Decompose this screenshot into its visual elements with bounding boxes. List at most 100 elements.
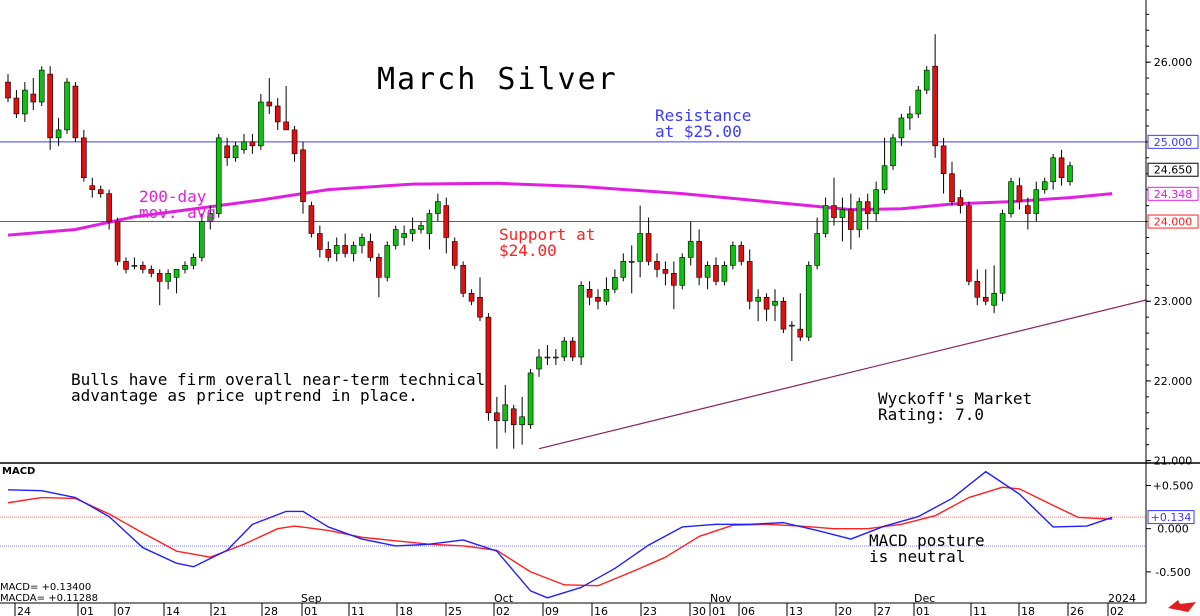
candle — [1016, 177, 1023, 210]
last-price-label: 24.650 — [1154, 164, 1193, 177]
date-tick-label: 25 — [448, 605, 462, 616]
price-tick-label: 22.000 — [1154, 375, 1193, 388]
candle — [494, 396, 500, 449]
candle-body — [1033, 189, 1040, 214]
support-annotation: Support at — [499, 225, 595, 244]
candle — [763, 293, 770, 322]
candle — [140, 261, 146, 274]
date-tick-label: 09 — [545, 605, 559, 616]
candle-body — [586, 288, 593, 298]
candle — [738, 241, 745, 266]
candle-body — [915, 89, 922, 115]
candle — [704, 261, 711, 290]
candle-body — [114, 221, 121, 262]
candle-body — [949, 173, 955, 202]
date-tick-label: 01 — [712, 605, 726, 616]
month-label: Sep — [301, 592, 322, 605]
candle-body — [755, 296, 761, 302]
candle-body — [317, 233, 323, 250]
candle — [22, 82, 28, 122]
trendline-segment — [538, 299, 1147, 450]
candle-body — [873, 189, 879, 214]
candle-body — [780, 300, 787, 330]
candle-body — [923, 69, 930, 91]
candle-body — [106, 193, 112, 222]
candle-body — [662, 269, 669, 274]
candle — [974, 269, 981, 306]
candle — [47, 66, 53, 150]
date-tick-label: 11 — [351, 605, 365, 616]
chart-title: March Silver — [377, 62, 618, 97]
candle — [215, 133, 222, 218]
candle — [679, 253, 686, 290]
support-annotation-2: $24.00 — [499, 241, 557, 260]
candle-body — [763, 296, 770, 310]
candle-body — [5, 81, 11, 99]
candle-body — [451, 241, 458, 266]
candle-body — [839, 209, 846, 218]
candle-body — [628, 261, 635, 263]
candle — [401, 225, 407, 246]
candle — [156, 269, 163, 306]
bulls-annotation: Bulls have firm overall near-term techni… — [71, 370, 485, 389]
candle — [645, 217, 652, 266]
candle — [435, 193, 441, 222]
candle-body — [966, 205, 972, 282]
trendline — [538, 299, 1147, 450]
candle — [982, 269, 989, 306]
candle — [350, 241, 357, 262]
candle — [544, 345, 551, 365]
candle-body — [190, 257, 197, 266]
candle-body — [957, 197, 964, 206]
candle — [814, 217, 820, 270]
candle-body — [772, 300, 778, 306]
candle-body — [544, 356, 551, 359]
candle-body — [797, 328, 804, 338]
candle-body — [283, 121, 289, 131]
macd-readout: MACD= +0.13400 — [0, 582, 91, 593]
macd-panel-label: MACD — [2, 466, 35, 477]
candle-body — [64, 81, 70, 131]
candle-body — [569, 340, 576, 358]
candle — [131, 257, 138, 270]
candle-body — [831, 205, 837, 218]
candle — [325, 241, 332, 262]
candle — [30, 78, 37, 110]
candle — [392, 225, 399, 250]
candle-body — [805, 265, 812, 338]
candle-body — [1058, 157, 1065, 179]
candle — [696, 229, 702, 286]
candle-body — [266, 101, 273, 107]
candle — [966, 201, 972, 286]
candle — [376, 253, 382, 298]
candle — [283, 86, 289, 131]
candle-body — [165, 273, 171, 282]
candle-body — [131, 265, 138, 267]
date-tick-label: 01 — [916, 605, 930, 616]
support-label: 24.000 — [1154, 216, 1193, 229]
candle — [165, 269, 171, 290]
candle — [1041, 177, 1048, 194]
arrow-icon — [1168, 600, 1196, 612]
candle-body — [232, 145, 239, 159]
candlesticks — [5, 34, 1073, 449]
candle — [595, 289, 601, 310]
macda-readout: MACDA= +0.11288 — [0, 593, 98, 604]
candle — [55, 117, 62, 146]
candle — [409, 217, 416, 242]
candle — [114, 217, 121, 266]
macda-polyline — [7, 486, 1113, 587]
candle-body — [13, 97, 20, 115]
date-tick-label: 23 — [643, 605, 657, 616]
candle-body — [789, 324, 795, 327]
candle — [342, 233, 348, 258]
candle — [746, 249, 753, 310]
candle — [628, 245, 635, 294]
candle-body — [864, 201, 871, 214]
candle — [856, 197, 863, 238]
candle-body — [654, 261, 660, 270]
candle-body — [527, 372, 534, 426]
candle — [721, 261, 728, 286]
candle-body — [982, 296, 989, 302]
candle — [839, 197, 846, 242]
